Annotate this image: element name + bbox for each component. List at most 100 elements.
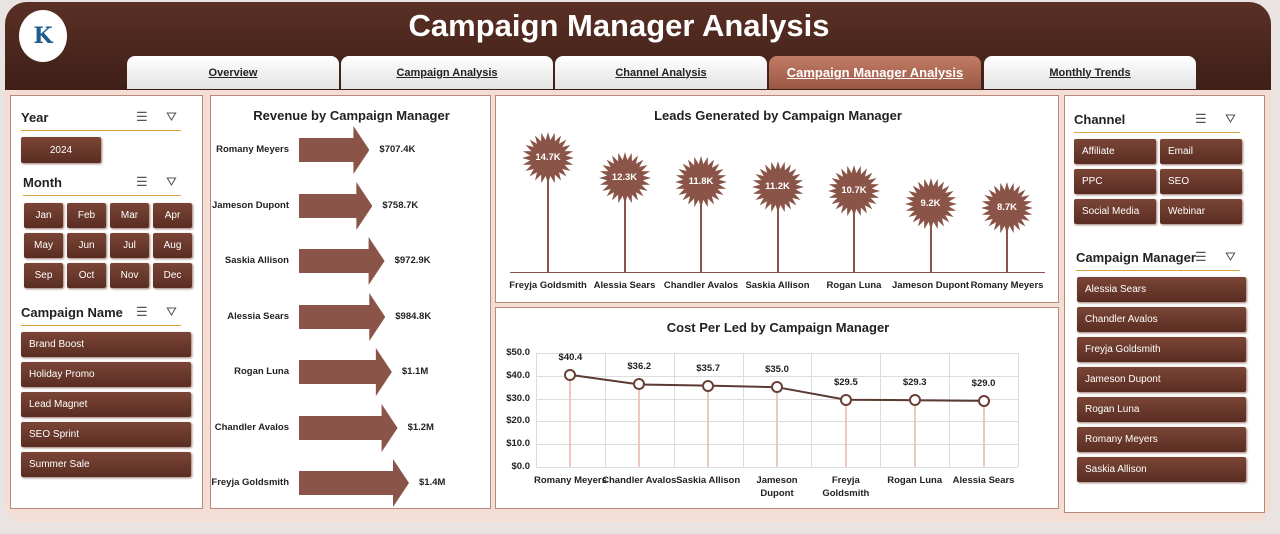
data-point bbox=[702, 379, 715, 392]
gridline bbox=[949, 353, 951, 467]
slicer-item-channel[interactable]: SEO bbox=[1160, 169, 1242, 194]
y-tick-label: $50.0 bbox=[506, 347, 530, 358]
data-label: $29.3 bbox=[902, 377, 927, 389]
slicer-item-campaign[interactable]: SEO Sprint bbox=[21, 422, 191, 447]
data-label: 8.7K bbox=[996, 202, 1018, 213]
slicer-item-oct[interactable]: Oct bbox=[67, 263, 106, 288]
slicer-item-channel[interactable]: Social Media bbox=[1074, 199, 1156, 224]
data-label: 14.7K bbox=[535, 152, 561, 163]
slicer-item-campaign[interactable]: Lead Magnet bbox=[21, 392, 191, 417]
category-label: Romany Meyers bbox=[216, 144, 289, 155]
data-label: $972.9K bbox=[394, 255, 431, 266]
slicer-item-feb[interactable]: Feb bbox=[67, 203, 106, 228]
slicer-item-manager[interactable]: Alessia Sears bbox=[1077, 277, 1246, 302]
data-label: $758.7K bbox=[382, 199, 419, 211]
data-label: 12.3K bbox=[611, 172, 638, 183]
y-tick-label: $0.0 bbox=[511, 461, 531, 472]
slicer-item-campaign[interactable]: Brand Boost bbox=[21, 332, 191, 357]
gridline bbox=[742, 353, 744, 467]
slicer-item-mar[interactable]: Mar bbox=[110, 203, 149, 228]
drop-line bbox=[776, 387, 778, 467]
slicer-item-dec[interactable]: Dec bbox=[153, 263, 192, 288]
data-point bbox=[908, 394, 921, 407]
data-label: 11.8K bbox=[688, 176, 714, 188]
slicer-item-2024[interactable]: 2024 bbox=[21, 137, 101, 163]
revenue-bar bbox=[299, 348, 392, 396]
slicer-item-jun[interactable]: Jun bbox=[67, 233, 106, 258]
category-label: Freyja Goldsmith bbox=[509, 280, 587, 291]
data-label: $707.4K bbox=[379, 144, 416, 155]
slicer-item-manager[interactable]: Freyja Goldsmith bbox=[1077, 337, 1246, 362]
slicer-item-channel[interactable]: Affiliate bbox=[1074, 139, 1156, 164]
data-label: $40.4 bbox=[558, 351, 583, 363]
slicer-divider bbox=[21, 325, 181, 326]
category-label: Rogan Luna bbox=[234, 366, 289, 377]
slicer-item-nov[interactable]: Nov bbox=[110, 263, 149, 288]
slicer-item-channel[interactable]: Email bbox=[1160, 139, 1242, 164]
slicer-item-campaign[interactable]: Holiday Promo bbox=[21, 362, 191, 387]
data-point bbox=[771, 381, 783, 394]
slicer-item-manager[interactable]: Jameson Dupont bbox=[1077, 367, 1246, 392]
category-label: Rogan Luna bbox=[887, 475, 943, 486]
data-label: 11.2K bbox=[765, 181, 790, 193]
slicer-item-aug[interactable]: Aug bbox=[153, 233, 192, 258]
data-label: 10.7K bbox=[841, 185, 867, 197]
multi-select-icon[interactable]: ☰ bbox=[1195, 111, 1207, 126]
category-label: Romany Meyers bbox=[533, 475, 607, 486]
slicer-item-jul[interactable]: Jul bbox=[110, 233, 149, 258]
drop-line bbox=[913, 400, 916, 467]
category-label: Freyja Goldsmith bbox=[822, 475, 870, 499]
multi-select-icon[interactable]: ☰ bbox=[136, 174, 148, 189]
multi-select-icon[interactable]: ☰ bbox=[136, 109, 148, 124]
slicer-item-channel[interactable]: Webinar bbox=[1160, 199, 1242, 224]
filter-panel-left: Year ☰ ⛛ 2024 Month ☰ ⛛ Jan Feb Mar Apr May Jun Jul Au… bbox=[10, 95, 203, 509]
data-label: $984.8K bbox=[395, 310, 432, 322]
data-label: $1.4M bbox=[419, 477, 446, 488]
multi-select-icon[interactable]: ☰ bbox=[136, 304, 148, 319]
drop-line bbox=[569, 374, 572, 467]
slicer-item-apr[interactable]: Apr bbox=[153, 203, 192, 228]
y-tick-label: $10.0 bbox=[506, 438, 530, 450]
clear-filter-icon[interactable]: ⛛ bbox=[1225, 111, 1236, 126]
revenue-chart-panel: Revenue by Campaign Manager Romany Meyer… bbox=[210, 95, 491, 509]
logo-text: K bbox=[33, 23, 53, 49]
slicer-divider bbox=[23, 195, 181, 196]
tab-overview[interactable]: Overview bbox=[127, 56, 339, 89]
multi-select-icon[interactable]: ☰ bbox=[1195, 249, 1207, 264]
tab-channel-analysis[interactable]: Channel Analysis bbox=[555, 56, 767, 89]
revenue-bar bbox=[299, 459, 409, 507]
slicer-item-campaign[interactable]: Summer Sale bbox=[21, 452, 191, 477]
slicer-item-channel[interactable]: PPC bbox=[1074, 169, 1156, 194]
slicer-item-manager[interactable]: Romany Meyers bbox=[1077, 427, 1246, 452]
filter-panel-right: Channel ☰ ⛛ Affiliate Email PPC SEO Social Medi… bbox=[1064, 95, 1265, 513]
lollipop-stem bbox=[623, 178, 626, 272]
tab-monthly-trends[interactable]: Monthly Trends bbox=[984, 56, 1196, 89]
tab-campaign-manager-analysis[interactable]: Campaign Manager Analysis bbox=[769, 56, 981, 89]
slicer-item-may[interactable]: May bbox=[24, 233, 63, 258]
data-point bbox=[839, 393, 852, 406]
cost-chart-panel: Cost Per Led by Campaign Manager $0.0 $10… bbox=[495, 307, 1059, 509]
slicer-item-manager[interactable]: Rogan Luna bbox=[1077, 397, 1246, 422]
slicer-title: Campaign Manager bbox=[1076, 250, 1196, 265]
data-label: $29.5 bbox=[833, 376, 858, 388]
clear-filter-icon[interactable]: ⛛ bbox=[1225, 249, 1236, 264]
y-tick-label: $40.0 bbox=[506, 369, 530, 381]
category-label: Saskia Allison bbox=[676, 475, 741, 486]
slicer-item-jan[interactable]: Jan bbox=[24, 203, 63, 228]
slicer-item-manager[interactable]: Saskia Allison bbox=[1077, 457, 1246, 482]
data-label: $35.7 bbox=[696, 362, 721, 374]
slicer-item-sep[interactable]: Sep bbox=[24, 263, 63, 288]
gridline bbox=[880, 353, 882, 467]
clear-filter-icon[interactable]: ⛛ bbox=[166, 109, 177, 124]
data-label: $35.0 bbox=[765, 364, 789, 376]
lollipop-stem bbox=[1006, 208, 1008, 272]
clear-filter-icon[interactable]: ⛛ bbox=[166, 304, 177, 319]
clear-filter-icon[interactable]: ⛛ bbox=[166, 174, 177, 189]
slicer-item-manager[interactable]: Chandler Avalos bbox=[1077, 307, 1246, 332]
category-label: Jameson Dupont bbox=[211, 199, 289, 211]
starburst-marker bbox=[751, 161, 804, 214]
drop-line bbox=[638, 384, 641, 467]
lollipop-stem bbox=[853, 191, 855, 272]
data-label: $29.0 bbox=[971, 377, 996, 389]
tab-campaign-analysis[interactable]: Campaign Analysis bbox=[341, 56, 553, 89]
